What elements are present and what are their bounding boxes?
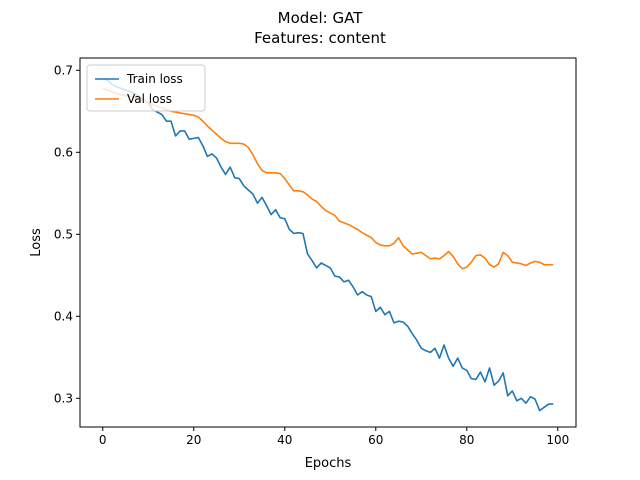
y-tick-label: 0.3 [54,391,73,405]
series-line-1 [102,77,554,412]
y-tick-label: 0.5 [54,227,73,241]
x-tick-label: 0 [99,433,107,447]
legend: Train loss Val loss [86,64,206,112]
y-tick: 0.7 [54,63,80,77]
x-axis-ticks: 0 20 40 60 80 100 [99,427,569,447]
y-tick-label: 0.6 [54,145,73,159]
x-tick: 0 [99,427,107,447]
y-axis-label: Loss [29,228,44,257]
legend-entry: Train loss [126,72,183,86]
y-tick: 0.4 [54,309,80,323]
x-tick: 20 [186,427,201,447]
y-tick: 0.5 [54,227,80,241]
x-tick: 80 [459,427,474,447]
x-tick-label: 100 [546,433,569,447]
x-tick-label: 80 [459,433,474,447]
x-tick-label: 20 [186,433,201,447]
series-line-2 [102,87,554,270]
y-tick-label: 0.4 [54,309,73,323]
y-tick-label: 0.7 [54,63,73,77]
chart-title-line-1: Model: GAT [277,9,363,27]
y-axis-ticks: 0.3 0.4 0.5 0.6 0.7 [54,63,80,405]
x-axis-label: Epochs [305,456,352,471]
x-tick: 100 [546,427,569,447]
x-tick-label: 60 [368,433,383,447]
x-tick-label: 40 [277,433,292,447]
plot-frame [79,57,577,428]
series-lines [102,77,554,412]
y-tick: 0.3 [54,391,80,405]
x-tick: 40 [277,427,292,447]
legend-entry: Val loss [127,92,172,106]
chart-title-line-2: Features: content [254,29,386,47]
y-tick: 0.6 [54,145,80,159]
x-tick: 60 [368,427,383,447]
